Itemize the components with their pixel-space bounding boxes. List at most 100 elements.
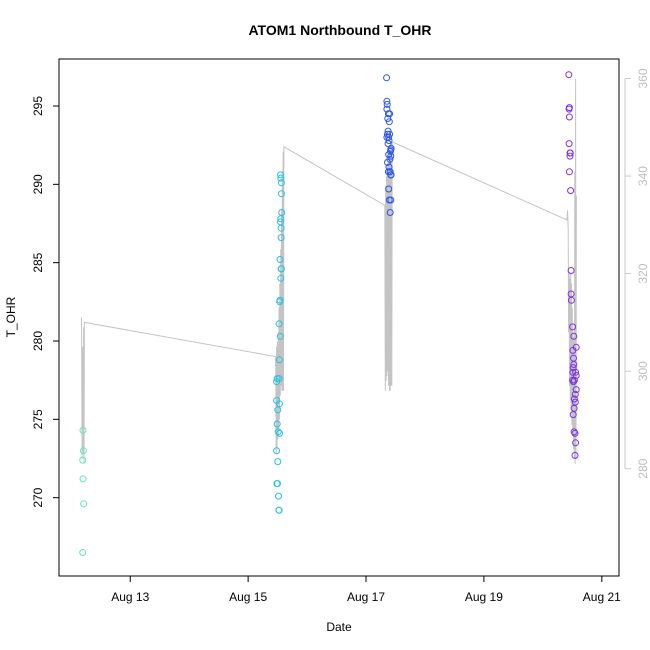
data-point-s3-12 <box>567 267 575 274</box>
data-point-s2-23 <box>385 163 393 171</box>
data-point-s2-2 <box>383 100 391 108</box>
data-point-s0-2 <box>79 447 87 455</box>
data-point-s3-13 <box>569 323 577 331</box>
data-point-s2-27 <box>387 171 395 179</box>
data-point-s1-13 <box>275 375 283 383</box>
data-point-s0-0 <box>79 426 87 434</box>
plot-frame <box>58 58 620 577</box>
chart-title: ATOM1 Northbound T_OHR <box>248 22 431 38</box>
data-point-s1-17 <box>275 356 283 364</box>
data-point-s1-32 <box>277 179 285 187</box>
data-point-s1-10 <box>275 492 282 500</box>
data-point-s3-7 <box>566 152 574 160</box>
data-point-s1-3 <box>274 406 282 414</box>
data-point-s3-14 <box>570 332 578 340</box>
data-point-s1-7 <box>274 458 282 466</box>
data-point-s3-9 <box>567 187 575 195</box>
data-point-s2-17 <box>387 144 395 152</box>
y2-tick-label-0: 280 <box>636 458 650 478</box>
data-point-s3-33 <box>572 439 580 447</box>
data-point-s3-30 <box>569 411 577 419</box>
y2-tick-label-1: 300 <box>636 361 650 381</box>
data-point-s3-27 <box>570 395 578 403</box>
data-point-s3-26 <box>571 390 579 398</box>
data-point-s1-9 <box>274 480 281 488</box>
y2-tick-label-3: 340 <box>636 166 650 186</box>
data-point-s3-18 <box>570 361 578 368</box>
data-point-s1-28 <box>277 234 285 242</box>
data-point-s1-24 <box>277 265 285 273</box>
x-axis-label: Date <box>326 620 352 634</box>
data-point-s1-20 <box>276 332 284 340</box>
data-point-s1-12 <box>275 506 283 514</box>
y-axis-label: T_OHR <box>4 296 18 337</box>
data-point-s1-5 <box>274 428 282 436</box>
data-point-s3-3 <box>565 113 573 121</box>
y-axis-right: 280 300 320 340 360 <box>624 68 650 479</box>
data-point-s2-18 <box>385 151 393 159</box>
data-point-s3-0 <box>565 71 573 79</box>
data-point-s2-25 <box>386 168 394 176</box>
data-point-s2-0 <box>383 74 391 82</box>
data-point-s2-28 <box>385 185 393 193</box>
data-point-s1-33 <box>277 190 285 198</box>
data-point-s1-31 <box>277 174 285 182</box>
data-point-s3-4 <box>565 140 573 148</box>
data-point-s0-4 <box>80 500 88 508</box>
x-tick-label-4: Aug 21 <box>583 590 621 604</box>
points-layer <box>79 71 580 556</box>
data-point-s2-6 <box>384 115 392 122</box>
data-point-s1-22 <box>277 274 285 282</box>
data-point-s1-16 <box>275 320 283 328</box>
data-point-s0-5 <box>79 549 87 556</box>
data-point-s2-13 <box>385 137 393 144</box>
y-axis-left: 270 275 280 285 290 295 <box>31 96 59 508</box>
data-point-s2-5 <box>386 110 394 118</box>
secondary-line-layer <box>81 78 577 464</box>
x-tick-label-3: Aug 19 <box>465 590 503 604</box>
data-point-s3-32 <box>571 429 579 437</box>
data-point-s3-6 <box>566 149 574 157</box>
secondary-series-line <box>81 78 577 464</box>
data-point-s3-31 <box>570 428 578 436</box>
data-point-s2-7 <box>385 118 393 126</box>
data-point-s3-34 <box>571 451 579 459</box>
data-point-s3-21 <box>572 372 580 379</box>
y-tick-label-2: 280 <box>31 331 45 351</box>
data-point-s2-31 <box>386 209 394 216</box>
y-tick-label-5: 295 <box>31 96 45 116</box>
data-point-s1-21 <box>276 256 284 263</box>
data-point-s1-14 <box>275 400 283 408</box>
data-point-s3-2 <box>565 105 573 113</box>
data-point-s1-29 <box>278 209 286 216</box>
data-point-s3-28 <box>571 398 579 406</box>
data-point-s3-23 <box>570 378 577 386</box>
data-point-s2-1 <box>383 97 391 105</box>
data-point-s1-19 <box>276 296 284 304</box>
y2-tick-label-4: 360 <box>636 68 650 88</box>
data-point-s0-1 <box>79 456 87 464</box>
data-point-s1-27 <box>277 224 285 232</box>
data-point-s3-8 <box>565 168 573 176</box>
x-tick-label-1: Aug 15 <box>229 590 267 604</box>
data-point-s3-24 <box>570 376 578 384</box>
y-tick-label-4: 290 <box>31 174 45 194</box>
x-axis: Aug 13 Aug 15 Aug 17 Aug 19 Aug 21 <box>111 576 621 604</box>
y-tick-label-1: 275 <box>31 409 45 429</box>
data-point-s2-10 <box>384 130 391 138</box>
y2-tick-label-2: 320 <box>636 263 650 283</box>
data-point-s2-21 <box>384 158 391 166</box>
data-point-s0-3 <box>79 475 87 483</box>
x-tick-label-2: Aug 17 <box>347 590 385 604</box>
data-point-s2-30 <box>387 196 395 204</box>
data-point-s1-1 <box>273 375 281 383</box>
data-point-s3-11 <box>567 296 575 304</box>
data-point-s1-30 <box>277 171 284 179</box>
y-tick-label-3: 285 <box>31 252 45 272</box>
data-point-s1-6 <box>273 447 281 455</box>
data-point-s3-25 <box>572 386 580 394</box>
data-point-s1-4 <box>273 420 281 428</box>
data-point-s3-35 <box>572 343 580 351</box>
